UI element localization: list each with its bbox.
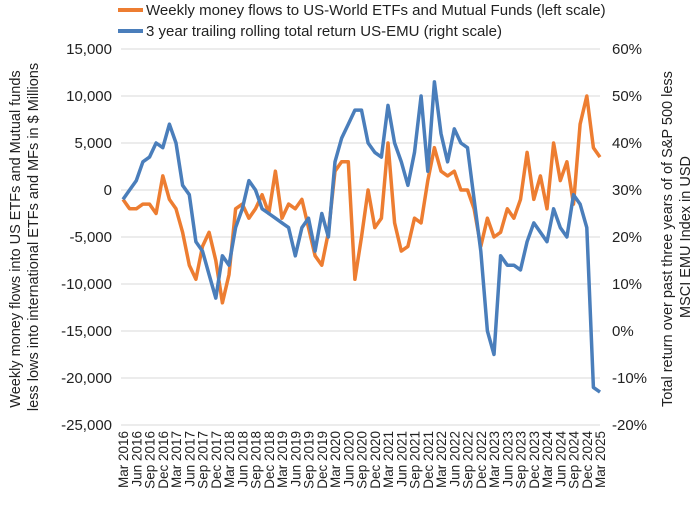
x-tick-label: Dec 2019	[315, 431, 330, 489]
left-tick-label: 5,000	[74, 135, 112, 152]
x-tick-label: Mar 2018	[222, 431, 237, 488]
x-tick-label: Dec 2021	[421, 431, 436, 489]
right-tick-label: -10%	[612, 370, 647, 387]
x-tick-label: Mar 2022	[434, 431, 449, 488]
x-tick-label: Sep 2021	[408, 431, 423, 489]
right-axis-title-line1: Total return over past three years of of…	[660, 71, 676, 407]
x-tick-label: Jun 2017	[182, 431, 197, 487]
x-tick-label: Jun 2018	[235, 431, 250, 487]
x-tick-label: Mar 2020	[328, 431, 343, 488]
x-tick-label: Jun 2022	[447, 431, 462, 487]
x-tick-label: Sep 2024	[567, 431, 582, 489]
left-tick-label: -20,000	[61, 370, 112, 387]
left-tick-label: 15,000	[66, 41, 112, 58]
x-tick-label: Mar 2016	[116, 431, 131, 488]
x-tick-label: Mar 2019	[275, 431, 290, 488]
legend-label-flows: Weekly money flows to US-World ETFs and …	[146, 2, 606, 19]
x-tick-label: Sep 2018	[249, 431, 264, 489]
left-axis-title: Weekly money flows into US ETFs and Mutu…	[8, 63, 42, 411]
x-tick-label: Mar 2021	[381, 431, 396, 488]
x-tick-label: Mar 2025	[593, 431, 608, 488]
left-tick-label: -5,000	[69, 229, 112, 246]
x-tick-label: Mar 2023	[487, 431, 502, 488]
x-tick-label: Dec 2022	[474, 431, 489, 489]
left-axis-title-line2: less lows into international ETFs and MF…	[26, 63, 42, 411]
legend-label-return: 3 year trailing rolling total return US-…	[146, 23, 502, 40]
right-tick-label: 30%	[612, 182, 642, 199]
x-tick-label: Dec 2020	[368, 431, 383, 489]
left-y-ticks: 15,000 10,000 5,000 0 -5,000 -10,000 -15,000 -2…	[61, 41, 112, 434]
right-tick-label: 60%	[612, 41, 642, 58]
x-tick-label: Sep 2016	[143, 431, 158, 489]
right-axis-title: Total return over past three years of of…	[660, 67, 694, 407]
x-tick-label: Sep 2019	[302, 431, 317, 489]
x-tick-label: Dec 2023	[527, 431, 542, 489]
series-lines	[121, 80, 602, 394]
legend: Weekly money flows to US-World ETFs and …	[118, 2, 606, 40]
x-tick-label: Dec 2016	[156, 431, 171, 489]
right-tick-label: 20%	[612, 229, 642, 246]
left-tick-label: 0	[104, 182, 112, 199]
right-y-ticks: 60% 50% 40% 30% 20% 10% 0% -10% -20%	[612, 41, 647, 434]
left-tick-label: 10,000	[66, 88, 112, 105]
right-tick-label: 40%	[612, 135, 642, 152]
x-tick-label: Dec 2017	[209, 431, 224, 489]
right-axis-title-line2: MSCI EMU Index in USD	[678, 156, 694, 318]
series-line-return	[121, 80, 602, 394]
x-tick-label: Sep 2022	[461, 431, 476, 489]
x-tick-label: Jun 2021	[394, 431, 409, 487]
x-tick-label: Sep 2020	[355, 431, 370, 489]
right-tick-label: -20%	[612, 417, 647, 434]
x-tick-label: Mar 2024	[540, 431, 555, 489]
right-tick-label: 0%	[612, 323, 634, 340]
x-tick-label: Jun 2020	[341, 431, 356, 487]
right-tick-label: 50%	[612, 88, 642, 105]
series-line-flows	[121, 94, 602, 305]
x-tick-label: Dec 2018	[262, 431, 277, 489]
right-tick-label: 10%	[612, 276, 642, 293]
x-tick-label: Jun 2024	[553, 431, 568, 487]
left-tick-label: -25,000	[61, 417, 112, 434]
left-tick-label: -15,000	[61, 323, 112, 340]
left-tick-label: -10,000	[61, 276, 112, 293]
x-tick-label: Mar 2017	[169, 431, 184, 488]
left-axis-title-line1: Weekly money flows into US ETFs and Mutu…	[8, 70, 24, 407]
x-tick-label: Dec 2024	[580, 431, 595, 489]
x-tick-label: Jun 2023	[500, 431, 515, 487]
x-tick-label: Sep 2017	[196, 431, 211, 489]
x-tick-label: Sep 2023	[514, 431, 529, 489]
x-tick-label: Jun 2016	[129, 431, 144, 487]
x-tick-label: Jun 2019	[288, 431, 303, 487]
